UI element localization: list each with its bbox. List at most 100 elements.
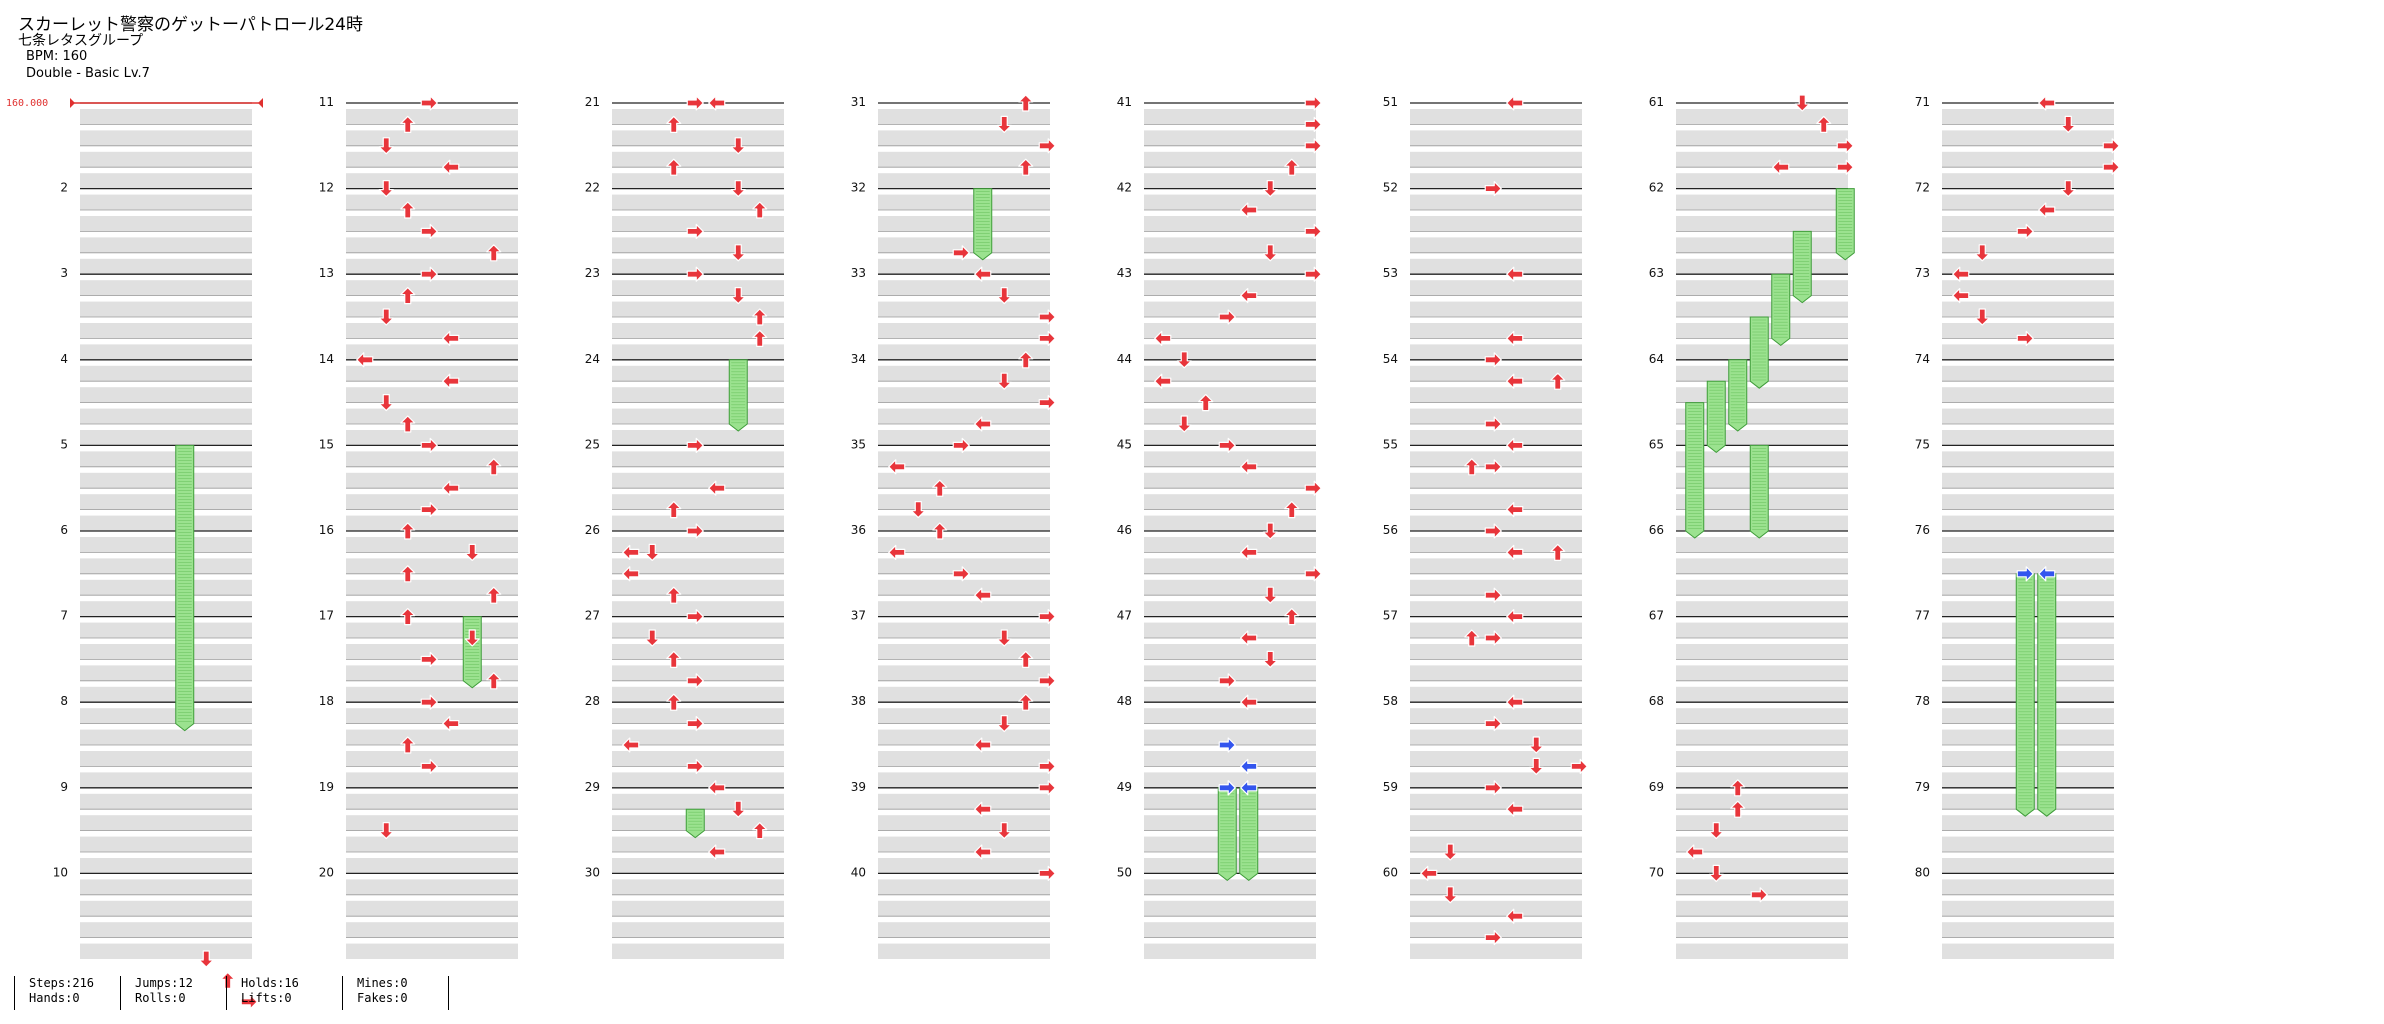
arrow-glyph	[1506, 502, 1524, 518]
tap-note	[400, 736, 416, 754]
tap-note	[2060, 115, 2076, 134]
tap-note	[666, 586, 682, 604]
beat-band	[1410, 772, 1582, 788]
beat-band	[346, 344, 518, 360]
beat-band	[1676, 922, 1848, 938]
measure-number: 64	[1649, 352, 1664, 366]
beat-band	[1144, 558, 1316, 574]
measure-number: 7	[60, 609, 68, 623]
beat-band	[1676, 708, 1848, 724]
arrow-glyph	[2038, 95, 2056, 111]
beat-band	[346, 558, 518, 574]
beat-band	[612, 729, 784, 745]
beat-band	[346, 772, 518, 788]
beat-band	[1144, 280, 1316, 296]
tap-note	[1018, 650, 1034, 669]
beat-band	[346, 323, 518, 339]
beat-band	[1410, 622, 1582, 638]
tap-note	[1506, 544, 1524, 561]
beat-band	[1676, 537, 1848, 553]
arrow-glyph	[666, 115, 682, 134]
beat-band	[346, 751, 518, 767]
beat-band	[878, 194, 1050, 210]
arrow-glyph	[1176, 415, 1192, 433]
beat-band	[346, 793, 518, 810]
tap-note	[356, 352, 374, 368]
beat-band	[80, 665, 252, 681]
arrow-glyph	[1038, 309, 1056, 325]
arrow-glyph	[378, 180, 394, 198]
tap-note	[1304, 223, 1322, 239]
tap-note	[1484, 780, 1502, 796]
hold-body	[1728, 359, 1748, 432]
tap-note	[1304, 266, 1322, 282]
arrow-glyph	[378, 308, 394, 326]
measure-number: 41	[1117, 95, 1132, 109]
arrow-glyph	[420, 758, 438, 775]
arrow-glyph	[1506, 95, 1524, 111]
arrow-glyph	[442, 159, 460, 175]
tap-note	[996, 115, 1012, 134]
measure-number: 9	[60, 780, 68, 794]
measure-number: 10	[53, 865, 68, 879]
beat-band	[346, 858, 518, 874]
stat-lifts: Lifts:0	[241, 991, 292, 1005]
tap-note	[996, 287, 1012, 305]
beat-band	[346, 237, 518, 253]
arrow-glyph	[730, 800, 746, 818]
beat-band	[1676, 258, 1848, 275]
beat-band	[612, 472, 784, 489]
tap-note	[1240, 630, 1258, 646]
tap-note	[1750, 887, 1768, 903]
arrow-glyph	[420, 266, 438, 282]
measure-number: 52	[1383, 181, 1398, 195]
beat-band	[878, 558, 1050, 574]
beat-band	[346, 151, 518, 168]
arrow-glyph	[400, 415, 416, 433]
beat-band	[878, 130, 1050, 146]
arrow-glyph	[442, 330, 460, 346]
beat-band	[1942, 194, 2114, 210]
tap-note	[1262, 650, 1278, 669]
arrow-glyph	[2060, 115, 2076, 134]
measure-number: 26	[585, 523, 600, 537]
beat-band	[80, 344, 252, 360]
arrow-glyph	[686, 266, 704, 282]
tap-note	[420, 266, 438, 282]
tap-note	[420, 651, 438, 668]
tap-note	[1262, 180, 1278, 198]
beat-band	[1144, 430, 1316, 446]
beat-band	[612, 301, 784, 317]
beat-band	[1410, 173, 1582, 189]
beat-band	[346, 216, 518, 232]
tap-note	[1038, 330, 1056, 346]
hold-body	[1217, 787, 1237, 882]
arrow-glyph	[400, 201, 416, 219]
beat-band	[612, 772, 784, 788]
measure-number: 47	[1117, 609, 1132, 623]
beat-band	[878, 601, 1050, 617]
measure-number: 12	[319, 181, 334, 195]
arrow-glyph	[1528, 757, 1544, 776]
arrow-glyph	[420, 223, 438, 239]
arrow-glyph	[1304, 116, 1322, 133]
tap-note	[1176, 351, 1192, 369]
tap-note	[730, 137, 746, 155]
beat-band	[80, 216, 252, 232]
beat-band	[1410, 237, 1582, 253]
beat-band	[1144, 494, 1316, 510]
measure-number: 14	[319, 352, 334, 366]
beat-band	[80, 365, 252, 382]
arrow-glyph	[1262, 244, 1278, 262]
tap-note	[464, 629, 480, 647]
measure-number: 22	[585, 181, 600, 195]
beat-band	[612, 365, 784, 382]
measure-number: 35	[851, 437, 866, 451]
hold-body	[2015, 573, 2035, 817]
tap-note	[996, 821, 1012, 840]
beat-band	[346, 109, 518, 125]
arrow-glyph	[1176, 351, 1192, 369]
beat-band	[878, 729, 1050, 745]
beat-band	[80, 858, 252, 874]
arrow-glyph	[888, 544, 906, 561]
